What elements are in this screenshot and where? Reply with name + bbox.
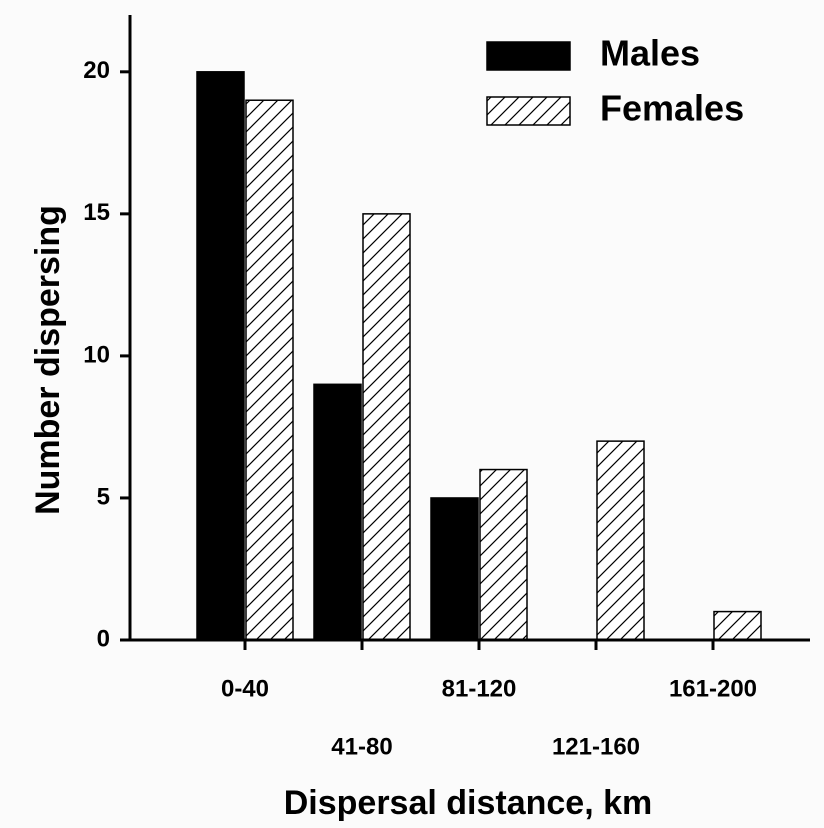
- bar: [479, 468, 528, 641]
- bar: [362, 213, 411, 641]
- x-tick-label: 161-200: [669, 675, 757, 702]
- bar: [313, 383, 362, 641]
- bar: [713, 610, 762, 641]
- legend-swatch: [486, 96, 571, 126]
- x-tick-label: 121-160: [552, 733, 640, 760]
- y-axis-label: Number dispersing: [29, 205, 67, 515]
- x-tick-label: 81-120: [442, 675, 517, 702]
- y-tick-label: 0: [97, 625, 110, 652]
- y-tick-label: 15: [83, 199, 110, 226]
- bar: [245, 99, 294, 641]
- x-tick-label: 0-40: [221, 675, 269, 702]
- y-tick-label: 10: [83, 341, 110, 368]
- bar: [196, 71, 245, 641]
- legend-label: Females: [600, 88, 744, 129]
- x-axis-label: Dispersal distance, km: [284, 784, 653, 822]
- legend-swatch: [486, 41, 571, 71]
- bar: [596, 440, 645, 641]
- x-tick-label: 41-80: [331, 733, 392, 760]
- y-tick-label: 5: [97, 483, 110, 510]
- legend-label: Males: [600, 33, 700, 74]
- y-tick-label: 20: [83, 57, 110, 84]
- bar: [430, 497, 479, 641]
